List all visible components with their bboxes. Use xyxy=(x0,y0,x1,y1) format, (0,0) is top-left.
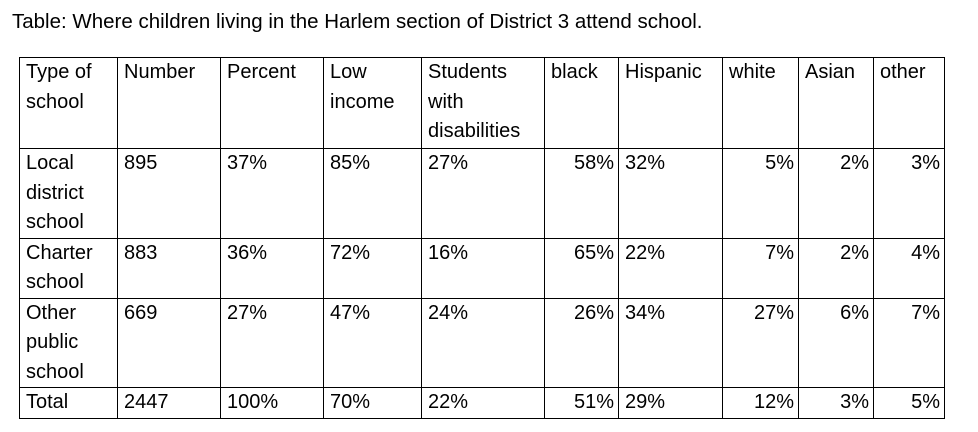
table-cell: 2% xyxy=(798,148,874,239)
school-attendance-table: Type of school Number Percent Low income… xyxy=(19,57,945,419)
table-header-row: Type of school Number Percent Low income… xyxy=(19,57,945,149)
table-cell: 34% xyxy=(618,297,723,388)
table-cell: 32% xyxy=(618,148,723,239)
table-row: Charter school 883 36% 72% 16% 65% 22% 7… xyxy=(19,237,945,299)
table-cell: 883 xyxy=(117,237,221,299)
table-cell: 47% xyxy=(323,297,422,388)
table-cell: 85% xyxy=(323,148,422,239)
header-students-with-disabilities: Students with disabilities xyxy=(421,57,545,149)
table-cell: 27% xyxy=(220,297,324,388)
table-cell: 100% xyxy=(220,387,324,419)
table-cell: 26% xyxy=(544,297,619,388)
table-total-row: Total 2447 100% 70% 22% 51% 29% 12% 3% 5… xyxy=(19,387,945,419)
table-cell: 37% xyxy=(220,148,324,239)
table-caption: Table: Where children living in the Harl… xyxy=(12,10,703,33)
table-cell: 5% xyxy=(722,148,799,239)
table-cell: 12% xyxy=(722,387,799,419)
header-black: black xyxy=(544,57,619,149)
table-cell: 3% xyxy=(798,387,874,419)
table-cell: 51% xyxy=(544,387,619,419)
table-cell: 65% xyxy=(544,237,619,299)
row-label: Local district school xyxy=(19,148,118,239)
table-cell: 2447 xyxy=(117,387,221,419)
table-cell: 22% xyxy=(618,237,723,299)
header-percent: Percent xyxy=(220,57,324,149)
header-hispanic: Hispanic xyxy=(618,57,723,149)
header-type-of-school: Type of school xyxy=(19,57,118,149)
table-cell: 5% xyxy=(873,387,945,419)
header-white: white xyxy=(722,57,799,149)
table-cell: 6% xyxy=(798,297,874,388)
table-cell: 29% xyxy=(618,387,723,419)
table-cell: 27% xyxy=(722,297,799,388)
header-low-income: Low income xyxy=(323,57,422,149)
table-cell: 669 xyxy=(117,297,221,388)
header-other: other xyxy=(873,57,945,149)
table-cell: 2% xyxy=(798,237,874,299)
table-cell: 36% xyxy=(220,237,324,299)
row-label: Charter school xyxy=(19,237,118,299)
table-cell: 72% xyxy=(323,237,422,299)
table-cell: 4% xyxy=(873,237,945,299)
table-cell: 22% xyxy=(421,387,545,419)
table-cell: 895 xyxy=(117,148,221,239)
table-cell: 27% xyxy=(421,148,545,239)
table-cell: 24% xyxy=(421,297,545,388)
table-cell: 70% xyxy=(323,387,422,419)
row-label: Other public school xyxy=(19,297,118,388)
table-cell: 16% xyxy=(421,237,545,299)
table-row: Other public school 669 27% 47% 24% 26% … xyxy=(19,297,945,388)
table-cell: 7% xyxy=(873,297,945,388)
row-label: Total xyxy=(19,387,118,419)
table-cell: 58% xyxy=(544,148,619,239)
table-row: Local district school 895 37% 85% 27% 58… xyxy=(19,148,945,239)
header-asian: Asian xyxy=(798,57,874,149)
table-cell: 3% xyxy=(873,148,945,239)
header-number: Number xyxy=(117,57,221,149)
table-cell: 7% xyxy=(722,237,799,299)
